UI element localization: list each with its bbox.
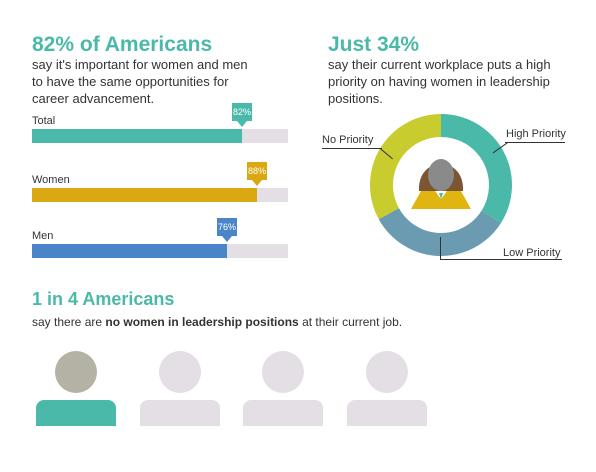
- right-headline: Just 34%: [328, 33, 420, 56]
- bottom-subtext-bold: no women in leadership positions: [105, 315, 299, 329]
- donut-center: [394, 138, 488, 232]
- bar-label-men: Men: [32, 230, 54, 242]
- bar-total: [32, 129, 242, 143]
- bar-label-total: Total: [32, 115, 56, 127]
- bar-track-total: [32, 129, 288, 143]
- donut-slice-high-priority: [441, 114, 512, 224]
- person-body: [243, 400, 323, 426]
- person-icon: [33, 351, 119, 427]
- bar-value-label-total: 82%: [232, 103, 252, 127]
- bottom-subtext-prefix: say there are: [32, 315, 106, 329]
- woman-icon: [411, 159, 471, 209]
- person-icon: [240, 351, 326, 427]
- person-body: [36, 400, 116, 426]
- leader-line-low: [440, 237, 441, 259]
- person-icon: [137, 351, 223, 427]
- donut-label-no-priority: No Priority: [322, 134, 374, 146]
- person-head: [262, 351, 304, 393]
- leader-line-low-h: [440, 259, 562, 260]
- bottom-subtext-suffix: at their current job.: [298, 315, 403, 329]
- bottom-subtext: say there are no women in leadership pos…: [32, 314, 402, 331]
- person-head: [55, 351, 97, 393]
- left-headline: 82% of Americans: [32, 33, 213, 56]
- bar-women: [32, 188, 257, 202]
- leader-line-no: [322, 148, 382, 149]
- bar-track-women: [32, 188, 288, 202]
- person-icon: [344, 351, 430, 427]
- bar-label-women: Women: [32, 174, 70, 186]
- donut-slice-no-priority: [370, 114, 441, 220]
- person-head: [159, 351, 201, 393]
- donut-label-high-priority: High Priority: [506, 128, 566, 140]
- right-subtext: say their current workplace puts a high …: [328, 57, 551, 106]
- person-head: [366, 351, 408, 393]
- person-body: [140, 400, 220, 426]
- left-subtext: say it's important for women and men to …: [32, 57, 248, 106]
- bottom-headline: 1 in 4 Americans: [32, 289, 175, 309]
- leader-line-high-diag: [492, 142, 508, 154]
- leader-line-high: [505, 142, 565, 143]
- bar-track-men: [32, 244, 288, 258]
- bar-men: [32, 244, 227, 258]
- leader-line-no-diag: [380, 148, 393, 160]
- bar-value-label-women: 88%: [247, 162, 267, 186]
- person-body: [347, 400, 427, 426]
- bar-value-label-men: 76%: [217, 218, 237, 242]
- donut-label-low-priority: Low Priority: [503, 247, 561, 259]
